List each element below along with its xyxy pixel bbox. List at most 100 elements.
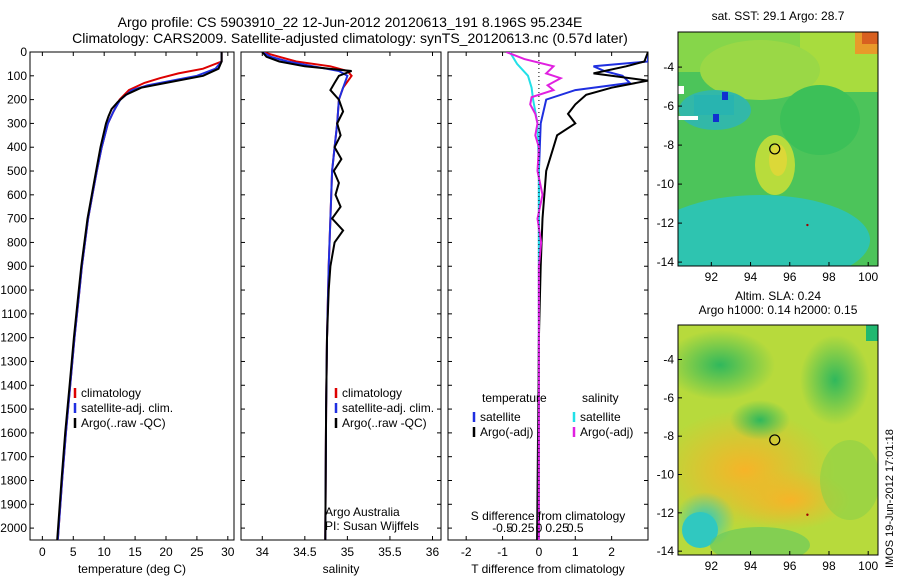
legend-label: satellite — [480, 410, 521, 424]
x-tick-label: -1 — [497, 545, 508, 559]
map-title: Altim. SLA: 0.24 — [735, 289, 821, 303]
legend-group-title: salinity — [582, 391, 619, 405]
map-y-tick-label: -12 — [657, 216, 675, 230]
sst-map-field — [678, 32, 878, 266]
y-tick-label: 400 — [7, 140, 27, 154]
x-tick-label: 5 — [70, 545, 77, 559]
top-x-tick-label: 0 — [536, 521, 543, 535]
top-x-tick-label: -0.5 — [492, 521, 513, 535]
argo-float-marker — [769, 434, 781, 446]
y-tick-label: 700 — [7, 212, 27, 226]
y-tick-label: 100 — [7, 69, 27, 83]
imos-timestamp: IMOS 19-Jun-2012 17:01:18 — [884, 429, 896, 568]
series-line-climatology — [56, 52, 223, 540]
map-y-tick-label: -14 — [657, 544, 675, 558]
plot-frame-2 — [240, 51, 442, 541]
x-tick-label: 1 — [572, 545, 579, 559]
series-line-satellite-adj-clim- — [261, 52, 349, 540]
map-title: sat. SST: 29.1 Argo: 28.7 — [712, 9, 845, 23]
annotation-argo-australia: Argo Australia — [325, 505, 400, 519]
series-line-satellite-adj-clim- — [56, 52, 223, 540]
x-tick-label: 34 — [256, 545, 270, 559]
x-tick-label: -2 — [461, 545, 472, 559]
y-tick-label: 200 — [7, 93, 27, 107]
y-tick-label: 1300 — [0, 354, 27, 368]
map-y-tick-label: -10 — [657, 468, 675, 482]
island-marker — [806, 513, 809, 516]
y-tick-label: 1600 — [0, 426, 27, 440]
series-line-argo-raw-qc- — [261, 52, 352, 540]
map-x-tick-label: 98 — [822, 270, 836, 284]
map-x-tick-label: 98 — [822, 559, 836, 573]
series-line-salinity-satellite — [508, 52, 540, 540]
figure-title-line2: Climatology: CARS2009. Satellite-adjuste… — [72, 30, 628, 46]
series-line-temperature-satellite — [537, 52, 648, 540]
top-x-tick-label: 0.5 — [567, 521, 584, 535]
legend-label: Argo(-adj) — [480, 425, 533, 439]
map-y-tick-label: -14 — [657, 255, 675, 269]
map-subtitle: Argo h1000: 0.14 h2000: 0.15 — [699, 303, 858, 317]
y-tick-label: 1900 — [0, 497, 27, 511]
legend-label: Argo(..raw -QC) — [342, 416, 427, 430]
x-tick-label: 0 — [536, 545, 543, 559]
series-line-argo-raw-qc- — [56, 52, 223, 540]
secondary-x-axis-label: S difference from climatology — [471, 509, 626, 523]
argo-float-marker — [769, 143, 781, 155]
map-y-tick-label: -8 — [663, 138, 674, 152]
y-tick-label: 1100 — [1, 307, 27, 321]
sla-map-field — [678, 325, 878, 555]
legend-label: satellite-adj. clim. — [342, 401, 434, 415]
y-tick-label: 1400 — [0, 378, 27, 392]
legend-label: Argo(-adj) — [580, 425, 633, 439]
y-tick-label: 500 — [7, 164, 27, 178]
legend-label: satellite-adj. clim. — [81, 401, 173, 415]
map-y-tick-label: -8 — [663, 429, 674, 443]
x-tick-label: 2 — [608, 545, 615, 559]
x-tick-label: 35 — [341, 545, 355, 559]
map-frame-2 — [677, 324, 879, 556]
x-axis-label: T difference from climatology — [471, 562, 625, 576]
x-axis-label: salinity — [323, 562, 360, 576]
y-tick-label: 600 — [7, 188, 27, 202]
map-y-tick-label: -12 — [657, 506, 675, 520]
y-tick-label: 900 — [7, 259, 27, 273]
map-y-tick-label: -6 — [663, 99, 674, 113]
series-line-salinity-argo-adj- — [505, 52, 564, 540]
y-tick-label: 2000 — [0, 521, 27, 535]
x-tick-label: 35.5 — [378, 545, 402, 559]
x-tick-label: 10 — [98, 545, 112, 559]
map-y-tick-label: -10 — [657, 177, 675, 191]
y-tick-label: 800 — [7, 235, 27, 249]
top-x-tick-label: -0.25 — [507, 521, 535, 535]
y-tick-label: 1200 — [0, 331, 27, 345]
legend-label: Argo(..raw -QC) — [81, 416, 166, 430]
x-tick-label: 0 — [39, 545, 46, 559]
map-x-tick-label: 92 — [705, 270, 719, 284]
legend-label: climatology — [342, 386, 402, 400]
plot-frame-3 — [447, 51, 649, 541]
island-marker — [806, 223, 809, 227]
legend-label: climatology — [81, 386, 141, 400]
legend-group-title: temperature — [482, 391, 547, 405]
y-tick-label: 1500 — [0, 402, 27, 416]
x-tick-label: 36 — [426, 545, 440, 559]
y-tick-label: 0 — [20, 45, 27, 59]
legend-label: satellite — [580, 410, 621, 424]
series-line-temperature-argo-adj- — [536, 52, 648, 540]
x-tick-label: 25 — [190, 545, 204, 559]
map-x-tick-label: 96 — [783, 270, 797, 284]
x-tick-label: 34.5 — [293, 545, 317, 559]
x-tick-label: 30 — [221, 545, 235, 559]
map-x-tick-label: 94 — [744, 559, 758, 573]
y-tick-label: 300 — [7, 116, 27, 130]
x-tick-label: 15 — [128, 545, 142, 559]
y-tick-label: 1000 — [0, 283, 27, 297]
plot-frame-1 — [29, 51, 235, 541]
map-x-tick-label: 100 — [858, 559, 878, 573]
map-y-tick-label: -4 — [663, 353, 674, 367]
map-frame-1 — [677, 31, 879, 267]
x-axis-label: temperature (deg C) — [78, 562, 186, 576]
x-tick-label: 20 — [159, 545, 173, 559]
map-x-tick-label: 92 — [705, 559, 719, 573]
